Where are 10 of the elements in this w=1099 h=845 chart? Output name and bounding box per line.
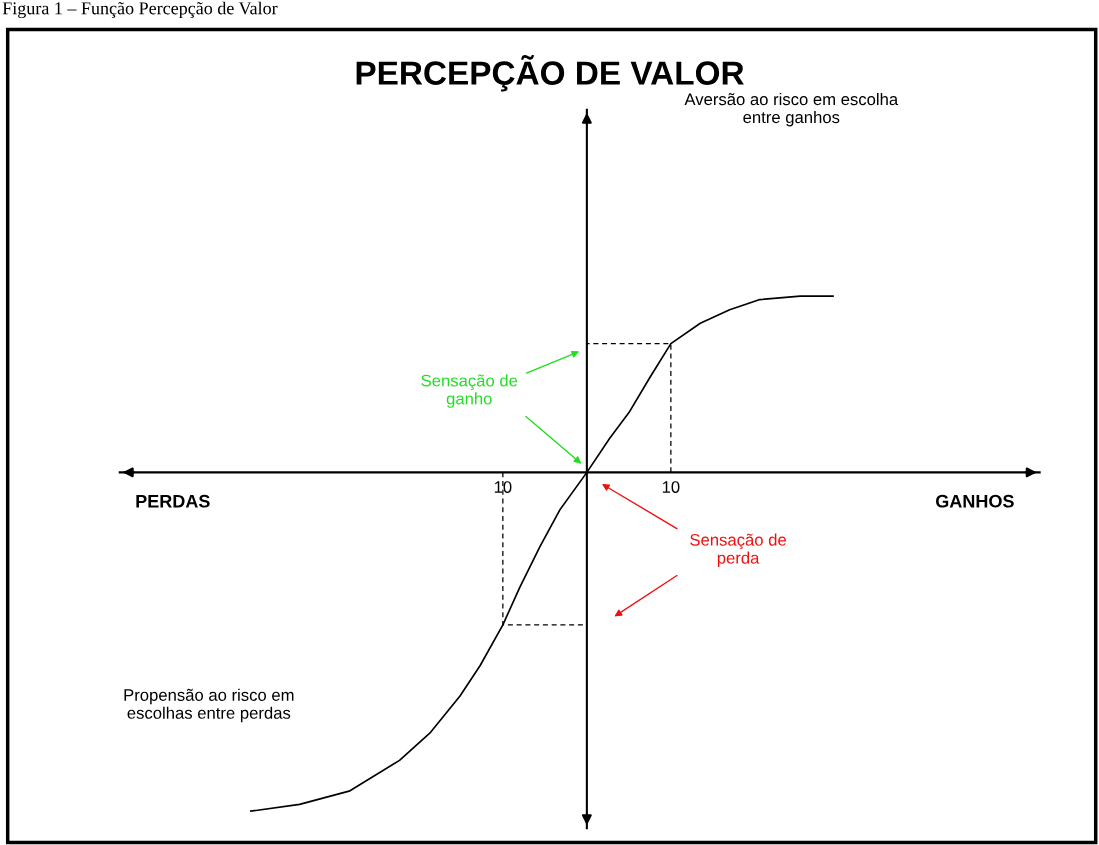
x-tick-label: 10 (494, 481, 512, 493)
x-tick-label: 10 (662, 481, 680, 493)
annotation: GANHOS (935, 494, 1014, 508)
chart-title: PERCEPÇÃO DE VALOR (356, 54, 744, 92)
text: Aversão ao risco em escolha entre ganhos (684, 92, 899, 127)
annotation: Sensação de perda (690, 533, 786, 568)
text: Figura 1 – Função Percepção de Valor (2, 1, 278, 19)
annotation: PERDAS (136, 494, 210, 508)
annotation: Sensação de ganho (421, 374, 518, 408)
annotation: Propensão ao risco em escolhas entre perdas (124, 688, 294, 723)
